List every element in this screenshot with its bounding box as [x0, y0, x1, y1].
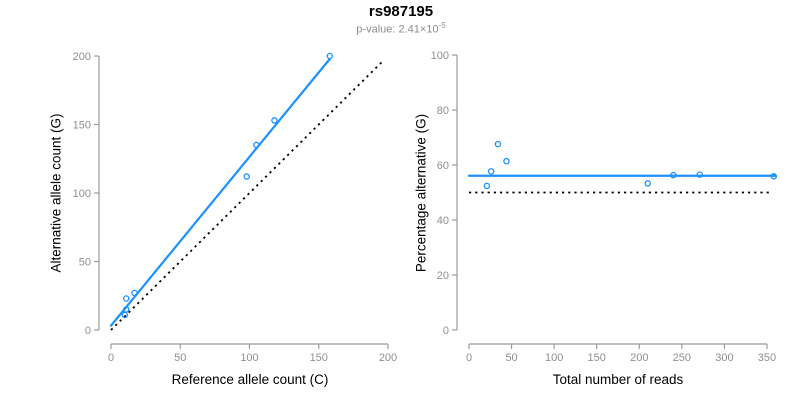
p-value-text: p-value: 2.41×10 [356, 23, 439, 36]
x-tick-label: 0 [466, 352, 472, 364]
data-point [243, 173, 250, 180]
data-point [670, 171, 677, 179]
left-x-axis-title: Reference allele count (C) [171, 372, 329, 387]
y-tick-label: 200 [73, 51, 91, 63]
identity-line [110, 60, 384, 331]
data-point [271, 117, 278, 124]
x-tick-label: 200 [630, 352, 648, 364]
data-point [487, 168, 495, 175]
data-point [503, 157, 510, 165]
y-tick-label: 40 [437, 215, 449, 227]
left-y-axis-title: Alternative allele count (G) [48, 113, 64, 273]
y-tick-label: 0 [85, 325, 91, 337]
y-tick-label: 100 [431, 50, 449, 62]
data-point [770, 173, 778, 180]
plot-title: rs987195 [368, 3, 434, 20]
p-value-exponent: -5 [438, 21, 446, 30]
x-tick-label: 0 [108, 352, 114, 364]
data-point [483, 182, 491, 190]
x-tick-label: 350 [758, 352, 776, 364]
data-point [644, 180, 652, 187]
data-point [131, 289, 138, 297]
x-tick-label: 300 [715, 352, 733, 364]
x-tick-label: 250 [673, 352, 691, 364]
data-point [326, 52, 334, 60]
right-y-axis-title: Percentage alternative (G) [413, 113, 429, 273]
y-tick-label: 0 [443, 325, 449, 337]
data-point [253, 141, 260, 149]
y-tick-label: 50 [79, 257, 91, 269]
x-tick-label: 100 [545, 352, 563, 364]
y-tick-label: 60 [437, 160, 449, 172]
data-point [122, 295, 130, 302]
data-point [696, 171, 703, 178]
x-tick-label: 50 [505, 352, 517, 364]
x-tick-label: 100 [240, 352, 258, 364]
y-tick-label: 150 [73, 120, 91, 132]
data-point [122, 306, 130, 313]
x-tick-label: 50 [174, 352, 186, 364]
x-tick-label: 150 [588, 352, 606, 364]
right-x-axis-title: Total number of reads [552, 372, 684, 387]
x-tick-label: 150 [310, 352, 328, 364]
regression-line [109, 57, 331, 327]
y-tick-label: 100 [73, 188, 91, 200]
plot-subtitle: p-value: 2.41×10-5 [356, 21, 445, 36]
x-tick-label: 200 [379, 352, 397, 364]
data-point [494, 140, 502, 148]
y-tick-label: 80 [437, 105, 449, 117]
y-tick-label: 20 [437, 270, 449, 282]
